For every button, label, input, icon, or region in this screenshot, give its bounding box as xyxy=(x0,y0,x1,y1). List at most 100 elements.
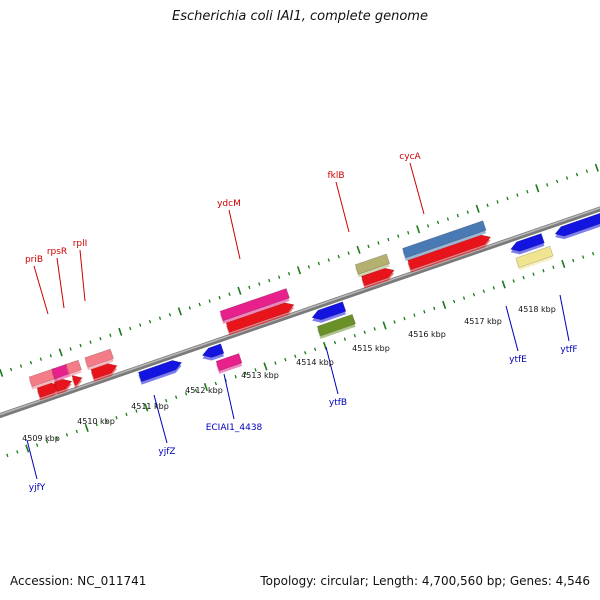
kbp-label: 4514 kbp xyxy=(296,358,334,367)
tick-mark xyxy=(512,279,515,283)
leader-line xyxy=(26,439,38,480)
gene-label: ECIAI1_4438 xyxy=(206,423,263,433)
tick-mark xyxy=(203,382,208,392)
tick-mark xyxy=(234,375,237,379)
tick-mark xyxy=(565,176,569,180)
tick-mark xyxy=(416,225,421,234)
tick-mark xyxy=(337,254,340,259)
axis-bar xyxy=(0,206,600,419)
tick-mark xyxy=(482,289,486,293)
tick-mark xyxy=(55,436,59,440)
tick-mark xyxy=(184,392,188,396)
tick-mark xyxy=(129,326,132,331)
tick-mark xyxy=(9,367,13,372)
tick-mark xyxy=(496,200,499,204)
kbp-label: 4512 kbp xyxy=(185,386,223,395)
tick-mark xyxy=(35,443,39,447)
gene-arrow xyxy=(407,234,492,271)
gene-arrow xyxy=(219,288,290,322)
gene-label: rpsR xyxy=(47,247,67,257)
tick-mark xyxy=(79,343,82,348)
kbp-labels: 4509 kbp 4510 kbp 4511 kbp 4512 kbp 4513 kbp… xyxy=(22,305,556,443)
tick-mark xyxy=(343,337,347,341)
tick-mark xyxy=(382,321,387,330)
tick-mark xyxy=(49,354,52,358)
gene-label: ytfE xyxy=(509,355,527,365)
leader-line xyxy=(325,346,339,395)
gene-arrow xyxy=(515,245,554,268)
gene-arrow xyxy=(138,360,183,382)
gene-arrow xyxy=(71,375,83,386)
leader-line xyxy=(223,373,235,420)
tick-mark xyxy=(237,286,242,295)
kbp-label: 4516 kbp xyxy=(408,330,446,339)
leader-line xyxy=(228,209,241,260)
tick-mark xyxy=(268,278,271,283)
leader-line xyxy=(335,181,350,233)
tick-mark xyxy=(194,388,198,393)
leader-line xyxy=(559,294,570,342)
tick-mark xyxy=(296,266,302,275)
tick-mark xyxy=(377,241,380,245)
gene-arrow xyxy=(215,353,243,372)
tick-mark xyxy=(397,234,400,238)
tick-mark xyxy=(248,285,251,290)
tick-mark xyxy=(403,316,406,321)
gene-arrow xyxy=(84,348,114,368)
tick-mark xyxy=(546,183,549,187)
tick-mark xyxy=(466,210,469,214)
tick-mark xyxy=(516,193,519,197)
tick-mark xyxy=(475,204,480,213)
tick-mark xyxy=(413,313,416,317)
tick-mark xyxy=(135,409,138,413)
tick-mark xyxy=(307,265,311,269)
tick-mark xyxy=(313,347,317,352)
tick-mark xyxy=(25,444,30,453)
leader-line xyxy=(153,394,168,444)
tick-mark xyxy=(363,330,366,335)
tick-mark xyxy=(452,299,456,304)
gene-labels: priB rpsR rplI ydcM fklB cycA yjfY yjfZ ECIAI1_4… xyxy=(25,152,578,493)
tick-mark xyxy=(148,319,152,324)
tick-mark xyxy=(95,422,98,427)
tick-mark xyxy=(258,282,261,286)
tick-mark xyxy=(75,429,78,434)
tick-mark xyxy=(89,340,92,344)
gene-arrow xyxy=(53,378,73,392)
tick-mark xyxy=(486,203,489,208)
tick-mark xyxy=(426,224,430,228)
tick-mark xyxy=(263,362,268,371)
tick-mark xyxy=(144,403,149,412)
kbp-label: 4509 kbp xyxy=(22,434,60,443)
tick-mark xyxy=(58,348,63,357)
gene-label: fklB xyxy=(327,171,344,181)
genome-axis xyxy=(0,206,600,419)
gene-arrow xyxy=(225,302,295,333)
tick-mark xyxy=(228,292,231,296)
gene-features xyxy=(28,212,600,401)
gene-arrow xyxy=(65,359,82,375)
tick-mark xyxy=(532,272,535,276)
tick-mark xyxy=(278,275,281,279)
tick-mark xyxy=(244,371,247,376)
accession-text: Accession: NC_011741 xyxy=(10,574,147,588)
tick-mark xyxy=(0,368,4,377)
tick-mark xyxy=(109,333,112,337)
tick-mark xyxy=(19,364,23,368)
tick-marks xyxy=(0,163,599,458)
gene-arrow xyxy=(311,301,347,321)
tick-mark xyxy=(423,310,426,314)
tick-mark xyxy=(6,453,9,458)
gene-label: ydcM xyxy=(217,199,241,209)
gene-arrow xyxy=(90,363,118,380)
gene-arrow xyxy=(354,253,391,275)
axis-highlight xyxy=(0,207,600,416)
tick-mark xyxy=(436,220,440,225)
tick-mark xyxy=(535,184,540,193)
tick-mark xyxy=(542,269,545,273)
tick-mark xyxy=(506,196,509,201)
tick-mark xyxy=(347,251,350,255)
tick-mark xyxy=(327,258,330,262)
tick-mark xyxy=(594,163,599,172)
gene-arrow xyxy=(402,220,487,259)
